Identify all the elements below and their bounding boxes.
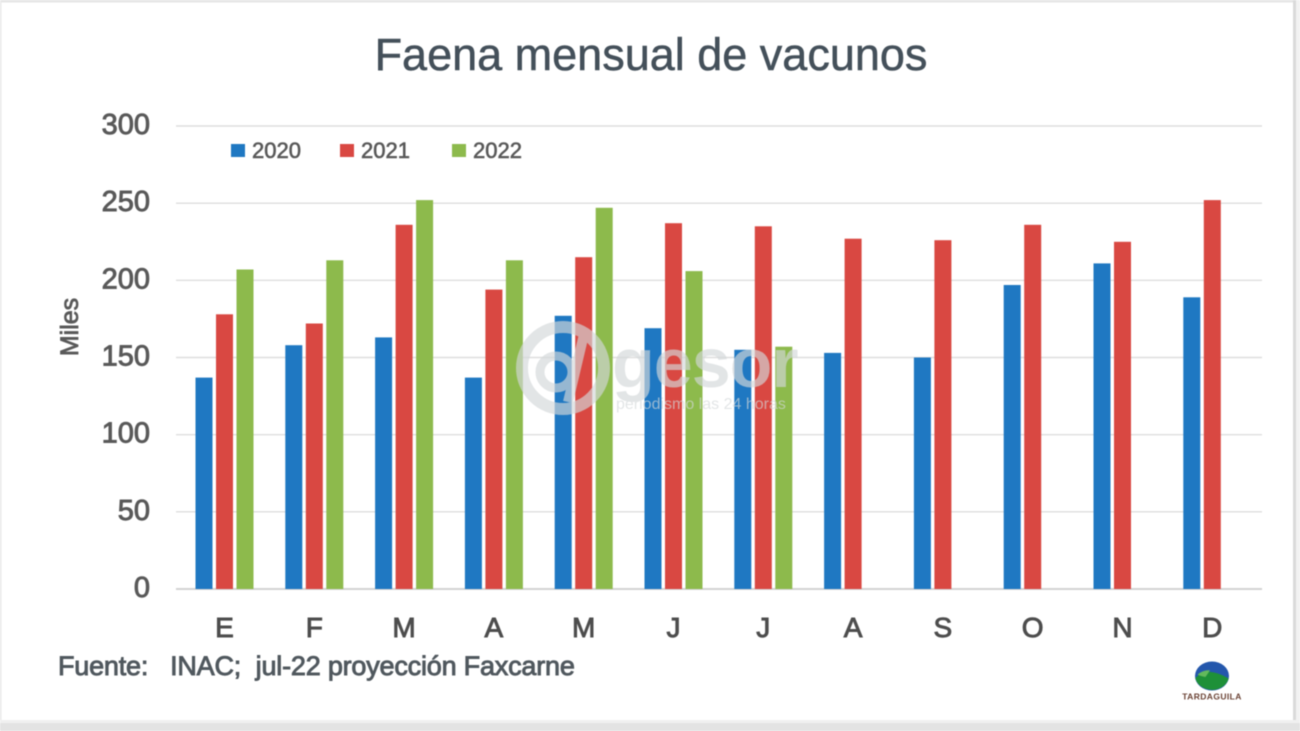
svg-text:A: A <box>485 612 504 643</box>
svg-text:2020: 2020 <box>252 138 301 163</box>
svg-text:N: N <box>1112 612 1132 643</box>
svg-text:0: 0 <box>134 572 150 604</box>
svg-text:periodismo las 24 horas: periodismo las 24 horas <box>616 396 786 413</box>
svg-text:F: F <box>306 612 323 643</box>
svg-text:2021: 2021 <box>361 138 410 163</box>
svg-text:50: 50 <box>118 495 150 527</box>
svg-text:A: A <box>844 612 863 643</box>
svg-text:O: O <box>1022 612 1044 643</box>
svg-text:J: J <box>667 612 681 643</box>
svg-text:gesor: gesor <box>612 324 798 402</box>
svg-text:150: 150 <box>102 341 150 373</box>
svg-text:M: M <box>572 612 595 643</box>
svg-text:250: 250 <box>102 186 150 218</box>
svg-text:J: J <box>756 612 770 643</box>
svg-text:Fuente: INAC; jul-22 proyec: Fuente: INAC; jul-22 proyección Faxcarne <box>58 651 575 681</box>
svg-text:Faena mensual de vacunos: Faena mensual de vacunos <box>375 29 928 80</box>
svg-text:2022: 2022 <box>473 138 522 163</box>
svg-text:M: M <box>392 612 415 643</box>
svg-text:200: 200 <box>102 263 150 295</box>
svg-text:E: E <box>215 612 234 643</box>
svg-text:D: D <box>1202 612 1222 643</box>
svg-text:S: S <box>934 612 953 643</box>
svg-text:TARDAGUILA: TARDAGUILA <box>1182 692 1242 702</box>
svg-text:Miles: Miles <box>56 298 84 356</box>
svg-text:300: 300 <box>102 109 150 141</box>
svg-text:100: 100 <box>102 418 150 450</box>
